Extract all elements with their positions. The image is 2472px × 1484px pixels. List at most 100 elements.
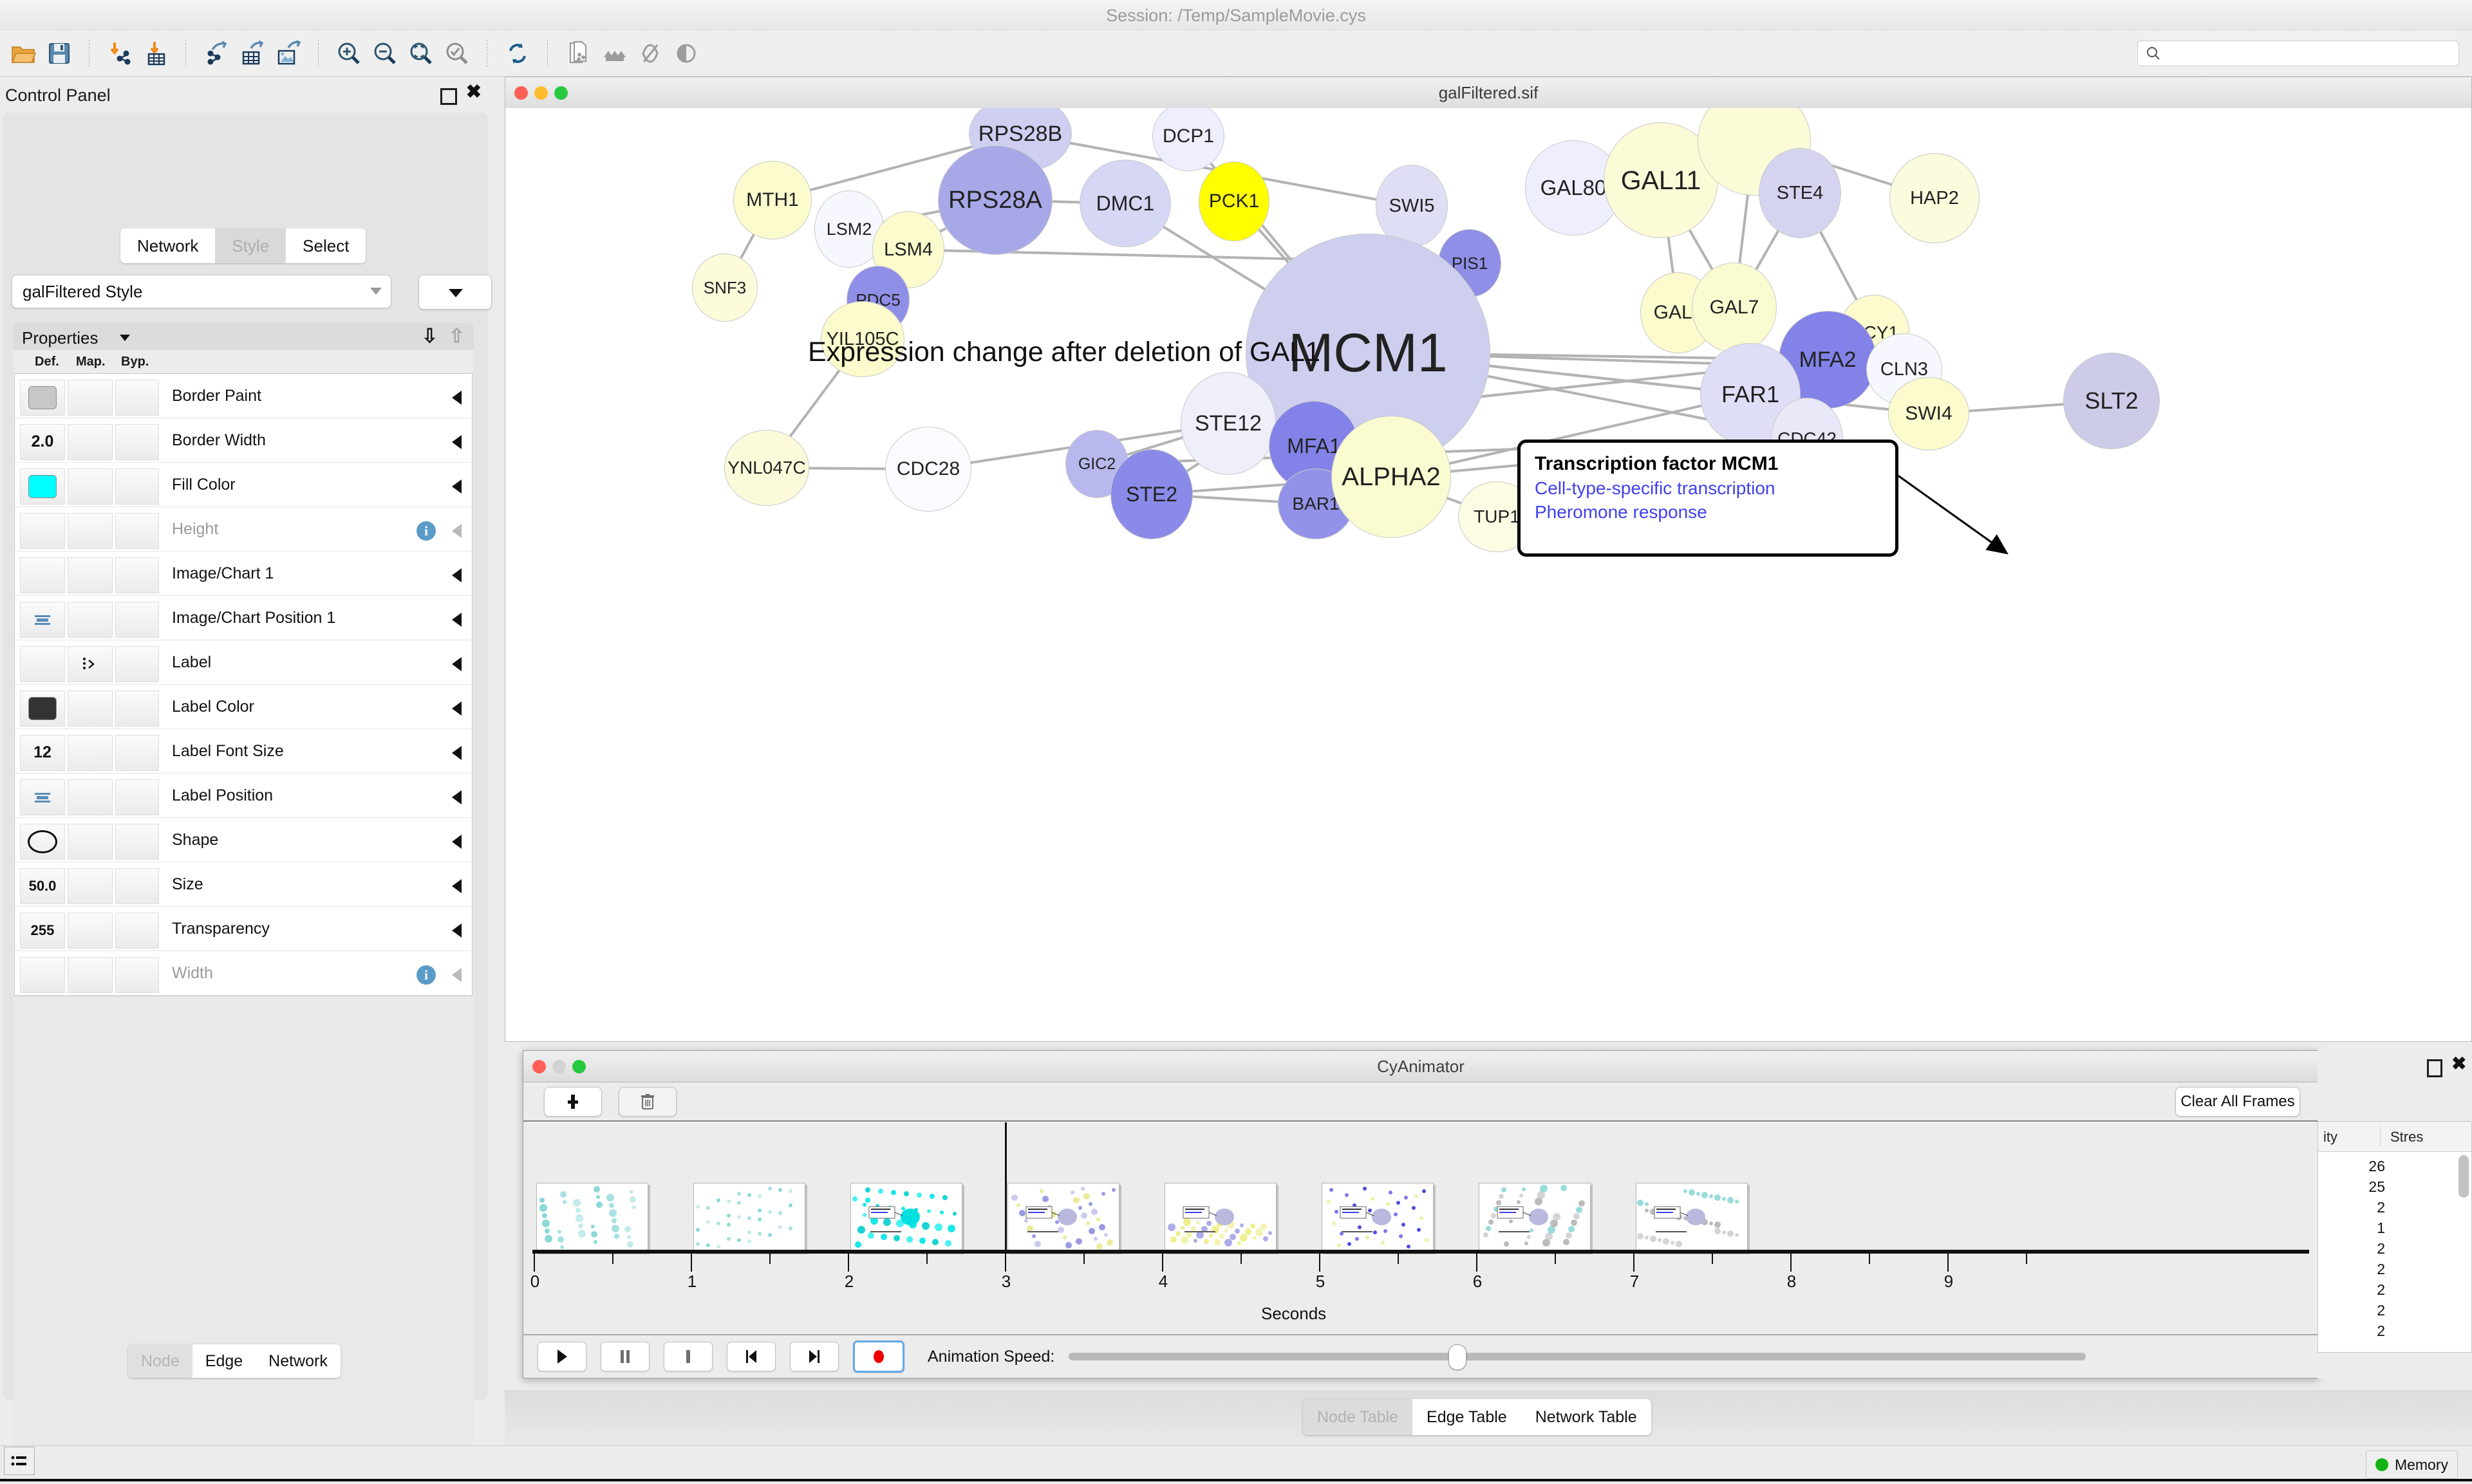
- expand-arrow-icon[interactable]: [452, 968, 462, 982]
- property-row[interactable]: Border Paint: [15, 374, 472, 418]
- property-row[interactable]: Height i: [15, 507, 472, 552]
- import-network-icon[interactable]: [102, 35, 138, 71]
- table-cell[interactable]: 2: [2377, 1240, 2385, 1257]
- table-cell[interactable]: 2: [2377, 1322, 2385, 1339]
- network-node[interactable]: CDC28: [885, 427, 971, 512]
- animation-speed-knob[interactable]: [1448, 1344, 1467, 1370]
- skip-start-button[interactable]: [727, 1342, 776, 1371]
- property-default-cell[interactable]: 50.0: [20, 867, 65, 904]
- property-default-cell[interactable]: [20, 512, 65, 549]
- property-mapping-cell[interactable]: [68, 379, 113, 416]
- property-bypass-cell[interactable]: [115, 557, 159, 593]
- tab-node[interactable]: Node: [128, 1344, 192, 1378]
- property-row[interactable]: Label Position: [15, 774, 472, 818]
- expand-arrow-icon[interactable]: [452, 790, 462, 804]
- property-default-cell[interactable]: [20, 557, 65, 593]
- animation-speed-slider[interactable]: [1069, 1344, 2086, 1370]
- property-default-cell[interactable]: [20, 601, 65, 638]
- expand-arrow-icon[interactable]: [452, 701, 462, 716]
- table-cell[interactable]: 2: [2377, 1302, 2385, 1319]
- column-header-ity[interactable]: ity: [2323, 1129, 2337, 1145]
- timeline-track[interactable]: [532, 1122, 2309, 1252]
- expand-arrow-icon[interactable]: [452, 746, 462, 760]
- clear-all-frames-button[interactable]: Clear All Frames: [2175, 1087, 2300, 1117]
- open-folder-icon[interactable]: [5, 35, 41, 71]
- chevron-down-icon[interactable]: [120, 335, 130, 341]
- info-icon[interactable]: i: [417, 965, 436, 985]
- timeline-frame[interactable]: [850, 1183, 962, 1252]
- property-mapping-cell[interactable]: [68, 468, 113, 505]
- property-row[interactable]: 255 Transparency: [15, 907, 472, 951]
- play-button[interactable]: [538, 1342, 586, 1371]
- network-node[interactable]: DMC1: [1080, 160, 1171, 247]
- table-cell[interactable]: 2: [2377, 1199, 2385, 1216]
- export-table-icon[interactable]: [234, 35, 270, 71]
- network-node[interactable]: HAP2: [1889, 153, 1980, 243]
- tab-node-table[interactable]: Node Table: [1303, 1399, 1413, 1435]
- property-row[interactable]: Label: [15, 640, 472, 685]
- search-input[interactable]: [2166, 46, 2451, 61]
- window-zoom-button[interactable]: [554, 86, 568, 100]
- expand-arrow-icon[interactable]: [452, 479, 462, 494]
- timeline-frame[interactable]: [693, 1183, 805, 1252]
- expand-arrow-icon[interactable]: [452, 923, 462, 938]
- property-default-cell[interactable]: [20, 823, 65, 860]
- color-swatch[interactable]: [28, 474, 57, 498]
- window-close-button[interactable]: [514, 86, 528, 100]
- show-all-icon[interactable]: [632, 35, 668, 71]
- export-image-icon[interactable]: [270, 35, 306, 71]
- timeline-frame[interactable]: [1007, 1183, 1119, 1252]
- expand-arrow-icon[interactable]: [452, 613, 462, 627]
- tab-network-element[interactable]: Network: [256, 1344, 341, 1378]
- tab-select[interactable]: Select: [286, 228, 366, 263]
- property-default-cell[interactable]: [20, 779, 65, 815]
- float-window-icon[interactable]: [2427, 1059, 2442, 1077]
- timeline-frame[interactable]: [536, 1183, 648, 1252]
- property-default-cell[interactable]: 12: [20, 734, 65, 771]
- table-cell[interactable]: 26: [2368, 1158, 2385, 1174]
- property-row[interactable]: 2.0 Border Width: [15, 418, 472, 463]
- property-default-cell[interactable]: [20, 379, 65, 416]
- expand-arrow-icon[interactable]: [452, 835, 462, 849]
- delete-frame-button[interactable]: [619, 1087, 677, 1117]
- property-mapping-cell[interactable]: [68, 734, 113, 771]
- pause-button[interactable]: [601, 1342, 650, 1371]
- property-bypass-cell[interactable]: [115, 690, 159, 727]
- close-icon[interactable]: ✖: [2451, 1053, 2467, 1073]
- property-row[interactable]: 12 Label Font Size: [15, 729, 472, 774]
- property-mapping-cell[interactable]: [68, 423, 113, 460]
- property-mapping-cell[interactable]: [68, 912, 113, 949]
- timeline-frame[interactable]: [1322, 1183, 1434, 1252]
- search-box[interactable]: [2137, 41, 2459, 66]
- property-default-cell[interactable]: [20, 468, 65, 505]
- property-mapping-cell[interactable]: [68, 867, 113, 904]
- property-bypass-cell[interactable]: [115, 379, 159, 416]
- tab-edge-table[interactable]: Edge Table: [1412, 1399, 1521, 1435]
- network-node[interactable]: STE12: [1181, 372, 1276, 475]
- network-node[interactable]: STE4: [1759, 148, 1841, 238]
- info-icon[interactable]: i: [417, 521, 436, 541]
- tab-network-table[interactable]: Network Table: [1521, 1399, 1651, 1435]
- cyanimator-zoom-button[interactable]: [572, 1060, 586, 1073]
- cyanimator-timeline[interactable]: 0 1 2 3 4 5 6 7 8 9 Seconds: [527, 1122, 2316, 1335]
- property-default-cell[interactable]: 255: [20, 912, 65, 949]
- cyanimator-close-button[interactable]: [532, 1060, 546, 1073]
- record-button[interactable]: [853, 1340, 904, 1373]
- network-node[interactable]: SNF3: [692, 254, 758, 322]
- visibility-icon[interactable]: [668, 35, 704, 71]
- export-network-icon[interactable]: [198, 35, 234, 71]
- new-network-icon[interactable]: [560, 35, 596, 71]
- property-bypass-cell[interactable]: [115, 512, 159, 549]
- network-node[interactable]: MTH1: [733, 161, 812, 239]
- property-bypass-cell[interactable]: [115, 423, 159, 460]
- property-row[interactable]: Shape: [15, 818, 472, 862]
- property-bypass-cell[interactable]: [115, 468, 159, 505]
- table-panel-grid[interactable]: ity Stres 26 25 2 1 2 2 2 2 2: [2318, 1121, 2472, 1353]
- zoom-fit-icon[interactable]: [403, 35, 439, 71]
- network-node[interactable]: DCP1: [1152, 108, 1224, 171]
- property-row[interactable]: Label Color: [15, 685, 472, 729]
- table-scrollbar[interactable]: [2458, 1155, 2469, 1198]
- network-node[interactable]: STE2: [1110, 449, 1193, 539]
- table-cell[interactable]: 25: [2368, 1178, 2385, 1195]
- table-cell[interactable]: 2: [2377, 1261, 2385, 1277]
